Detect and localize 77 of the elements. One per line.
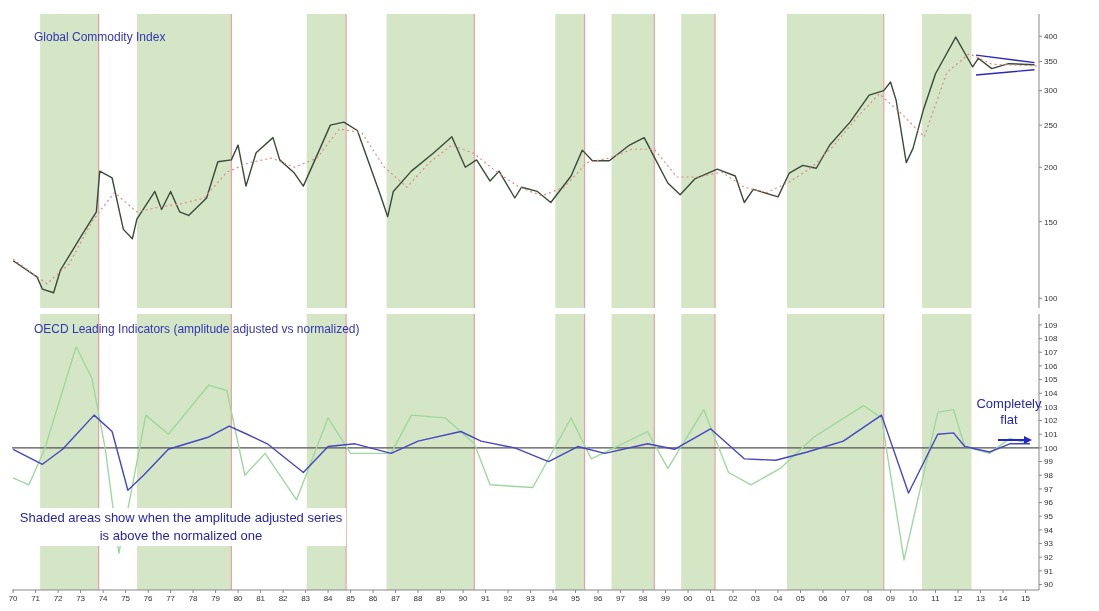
x-tick-label: 13 bbox=[976, 593, 986, 603]
x-tick-label: 92 bbox=[503, 593, 514, 603]
x-tick-label: 06 bbox=[818, 593, 829, 603]
x-tick-label: 07 bbox=[841, 593, 851, 603]
text: OECD Leading Indicators (amplitude adjusted vs normalized) bbox=[34, 322, 360, 336]
x-tick-label: 75 bbox=[121, 593, 131, 603]
y-tick-label: 97 bbox=[1044, 484, 1054, 494]
x-tick-label: 76 bbox=[143, 593, 154, 603]
x-tick-label: 08 bbox=[863, 593, 874, 603]
y-tick-label: 107 bbox=[1044, 348, 1058, 358]
y-tick-label: 103 bbox=[1044, 402, 1058, 412]
x-tick-label: 04 bbox=[773, 593, 784, 603]
x-tick-label: 89 bbox=[436, 593, 446, 603]
annotation: Shaded areas show when the amplitude adjusted series is above the normalized one bbox=[16, 508, 346, 546]
x-tick-label: 99 bbox=[661, 593, 671, 603]
y-tick-label: 101 bbox=[1044, 430, 1058, 440]
y-tick-label: 94 bbox=[1044, 525, 1054, 535]
x-tick-label: 78 bbox=[188, 593, 199, 603]
y-tick-label: 106 bbox=[1044, 361, 1058, 371]
y-tick-label: 93 bbox=[1044, 539, 1054, 549]
x-tick-label: 84 bbox=[323, 593, 334, 603]
y-tick-label: 400 bbox=[1044, 32, 1058, 42]
y-tick-label: 100 bbox=[1044, 294, 1058, 304]
x-tick-label: 10 bbox=[908, 593, 919, 603]
x-tick-label: 05 bbox=[796, 593, 806, 603]
y-tick-label: 150 bbox=[1044, 217, 1058, 227]
x-tick-label: 09 bbox=[886, 593, 896, 603]
x-tick-label: 14 bbox=[998, 593, 1008, 603]
x-tick-label: 01 bbox=[706, 593, 716, 603]
x-tick-label: 98 bbox=[638, 593, 649, 603]
y-tick-label: 350 bbox=[1044, 57, 1058, 67]
y-tick-label: 98 bbox=[1044, 471, 1054, 481]
y-tick-label: 102 bbox=[1044, 416, 1058, 426]
x-tick-label: 70 bbox=[8, 593, 19, 603]
y-tick-label: 90 bbox=[1044, 580, 1054, 590]
x-tick-label: 72 bbox=[53, 593, 64, 603]
x-tick-label: 94 bbox=[548, 593, 559, 603]
x-tick-label: 80 bbox=[233, 593, 244, 603]
x-tick-label: 97 bbox=[616, 593, 626, 603]
x-tick-label: 12 bbox=[953, 593, 964, 603]
y-tick-label: 99 bbox=[1044, 457, 1054, 467]
y-tick-label: 100 bbox=[1044, 443, 1058, 453]
x-tick-label: 71 bbox=[31, 593, 41, 603]
x-tick-label: 95 bbox=[571, 593, 581, 603]
y-tick-label: 105 bbox=[1044, 375, 1058, 385]
x-tick-label: 11 bbox=[931, 593, 941, 603]
x-tick-label: 02 bbox=[728, 593, 739, 603]
x-tick-label: 81 bbox=[256, 593, 266, 603]
x-tick-label: 96 bbox=[593, 593, 604, 603]
x-tick-label: 85 bbox=[346, 593, 356, 603]
x-tick-label: 86 bbox=[368, 593, 379, 603]
y-tick-label: 250 bbox=[1044, 120, 1058, 130]
x-tick-label: 90 bbox=[458, 593, 469, 603]
y-tick-label: 200 bbox=[1044, 163, 1058, 173]
y-tick-label: 91 bbox=[1044, 566, 1054, 576]
x-tick-label: 79 bbox=[211, 593, 221, 603]
x-tick-label: 03 bbox=[751, 593, 761, 603]
y-tick-label: 300 bbox=[1044, 86, 1058, 96]
y-tick-label: 108 bbox=[1044, 334, 1058, 344]
x-tick-label: 15 bbox=[1021, 593, 1031, 603]
x-tick-label: 88 bbox=[413, 593, 424, 603]
x-tick-label: 74 bbox=[98, 593, 109, 603]
x-tick-label: 77 bbox=[166, 593, 176, 603]
y-tick-label: 104 bbox=[1044, 389, 1058, 399]
y-tick-label: 95 bbox=[1044, 512, 1054, 522]
x-tick-label: 87 bbox=[391, 593, 401, 603]
y-tick-label: 109 bbox=[1044, 320, 1058, 330]
y-tick-label: 92 bbox=[1044, 553, 1054, 563]
x-tick-label: 82 bbox=[278, 593, 289, 603]
annotation: Completely flat bbox=[976, 396, 1042, 428]
text: Global Commodity Index bbox=[34, 30, 166, 44]
x-tick-label: 83 bbox=[301, 593, 311, 603]
x-tick-label: 91 bbox=[481, 593, 491, 603]
x-tick-label: 00 bbox=[683, 593, 694, 603]
y-tick-label: 96 bbox=[1044, 498, 1054, 508]
x-tick-label: 93 bbox=[526, 593, 536, 603]
x-tick-label: 73 bbox=[76, 593, 86, 603]
